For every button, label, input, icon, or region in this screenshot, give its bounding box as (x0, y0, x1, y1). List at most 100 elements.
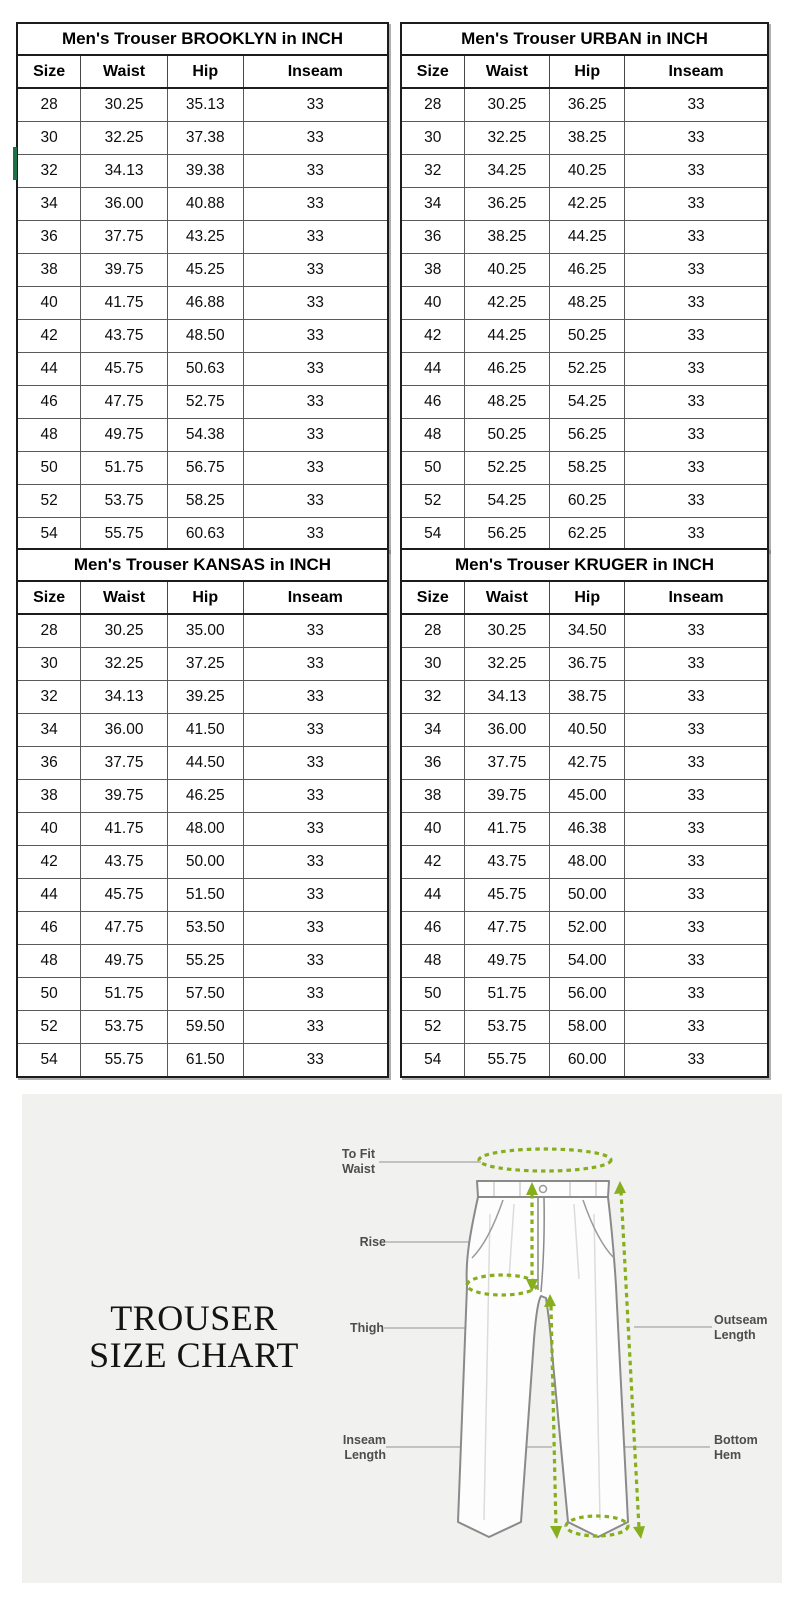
size-cell: 42 (18, 845, 82, 879)
size-cell: 36 (402, 746, 465, 780)
size-cell: 51.75 (80, 977, 168, 1011)
size-row: 46 47.75 52.75 33 (18, 385, 387, 419)
outseam-measure-arrow (619, 1190, 641, 1529)
column-header-waist: Waist (463, 582, 551, 615)
size-cell: 36 (18, 220, 82, 254)
size-cell: 33 (624, 812, 767, 846)
size-cell: 34 (402, 187, 465, 221)
measure-marks (465, 1147, 641, 1538)
size-table-kruger: Men's Trouser KRUGER in INCH Size Waist Hi… (400, 548, 769, 1078)
size-cell: 54 (402, 517, 465, 550)
size-cell: 40 (402, 286, 465, 320)
size-cell: 53.75 (80, 484, 168, 518)
trouser-outline (457, 1180, 629, 1538)
size-row: 46 47.75 53.50 33 (18, 911, 387, 945)
size-cell: 33 (624, 977, 767, 1011)
size-row: 40 41.75 46.38 33 (402, 812, 767, 846)
size-cell: 34.13 (80, 680, 168, 714)
size-cell: 36.75 (549, 647, 626, 681)
size-row: 32 34.25 40.25 33 (402, 154, 767, 188)
size-row: 30 32.25 36.75 33 (402, 647, 767, 681)
size-row: 54 55.75 61.50 33 (18, 1043, 387, 1076)
size-cell: 33 (242, 418, 387, 452)
thigh-measure-ellipse (465, 1273, 539, 1297)
size-row: 52 53.75 58.00 33 (402, 1010, 767, 1044)
size-cell: 48 (18, 944, 82, 978)
inseam-measure-arrow (549, 1305, 558, 1529)
table-title-urban: Men's Trouser URBAN in INCH (402, 24, 767, 56)
size-table-urban: Men's Trouser URBAN in INCH Size Waist Hip… (400, 22, 769, 552)
size-cell: 52 (402, 1010, 465, 1044)
size-row: 48 49.75 54.00 33 (402, 944, 767, 978)
size-cell: 28 (18, 613, 82, 648)
size-cell: 34 (402, 713, 465, 747)
size-row: 36 37.75 42.75 33 (402, 746, 767, 780)
size-cell: 34.13 (80, 154, 168, 188)
size-cell: 34.50 (549, 613, 626, 648)
size-cell: 33 (242, 220, 387, 254)
size-cell: 48 (402, 944, 465, 978)
size-cell: 43.75 (80, 845, 168, 879)
header-row: Size Waist Hip Inseam (402, 582, 767, 615)
size-cell: 39.75 (463, 779, 551, 813)
size-cell: 30 (402, 647, 465, 681)
column-header-size: Size (402, 56, 465, 89)
size-cell: 33 (624, 779, 767, 813)
size-cell: 43.75 (80, 319, 168, 353)
size-cell: 59.50 (166, 1010, 244, 1044)
size-cell: 28 (402, 87, 465, 122)
size-cell: 41.75 (463, 812, 551, 846)
size-cell: 32 (18, 680, 82, 714)
size-cell: 33 (242, 1043, 387, 1076)
size-row: 38 40.25 46.25 33 (402, 253, 767, 287)
size-cell: 33 (624, 713, 767, 747)
size-cell: 45.75 (80, 352, 168, 386)
size-cell: 44 (18, 352, 82, 386)
size-cell: 39.38 (166, 154, 244, 188)
size-cell: 35.00 (166, 613, 244, 648)
size-cell: 36.25 (549, 87, 626, 122)
size-cell: 49.75 (80, 418, 168, 452)
size-cell: 33 (242, 319, 387, 353)
column-header-hip: Hip (549, 582, 626, 615)
size-cell: 36 (18, 746, 82, 780)
size-cell: 37.75 (80, 220, 168, 254)
size-cell: 48 (18, 418, 82, 452)
size-cell: 32 (402, 680, 465, 714)
size-cell: 40 (402, 812, 465, 846)
size-cell: 36.25 (463, 187, 551, 221)
size-cell: 50 (18, 451, 82, 485)
size-cell: 34 (18, 713, 82, 747)
size-row: 34 36.00 41.50 33 (18, 713, 387, 747)
size-cell: 38 (402, 253, 465, 287)
size-cell: 33 (624, 319, 767, 353)
size-cell: 34.25 (463, 154, 551, 188)
size-cell: 54.25 (549, 385, 626, 419)
size-cell: 33 (624, 517, 767, 550)
size-cell: 53.75 (463, 1010, 551, 1044)
size-cell: 32.25 (80, 647, 168, 681)
column-header-size: Size (402, 582, 465, 615)
size-cell: 39.75 (80, 779, 168, 813)
size-cell: 46 (18, 911, 82, 945)
size-row: 52 53.75 58.25 33 (18, 484, 387, 518)
size-cell: 50.25 (463, 418, 551, 452)
size-row: 48 49.75 54.38 33 (18, 418, 387, 452)
size-cell: 47.75 (80, 385, 168, 419)
size-cell: 33 (624, 154, 767, 188)
size-cell: 52 (18, 1010, 82, 1044)
header-row: Size Waist Hip Inseam (18, 56, 387, 89)
size-row: 44 46.25 52.25 33 (402, 352, 767, 386)
size-cell: 54 (18, 1043, 82, 1076)
size-cell: 30.25 (463, 613, 551, 648)
size-cell: 33 (242, 878, 387, 912)
size-row: 50 51.75 56.75 33 (18, 451, 387, 485)
size-cell: 38.25 (463, 220, 551, 254)
size-cell: 44.25 (463, 319, 551, 353)
size-cell: 40.50 (549, 713, 626, 747)
size-cell: 50.63 (166, 352, 244, 386)
size-cell: 33 (624, 944, 767, 978)
column-header-waist: Waist (80, 582, 168, 615)
size-cell: 50 (18, 977, 82, 1011)
size-table-kansas: Men's Trouser KANSAS in INCH Size Waist Hi… (16, 548, 389, 1078)
